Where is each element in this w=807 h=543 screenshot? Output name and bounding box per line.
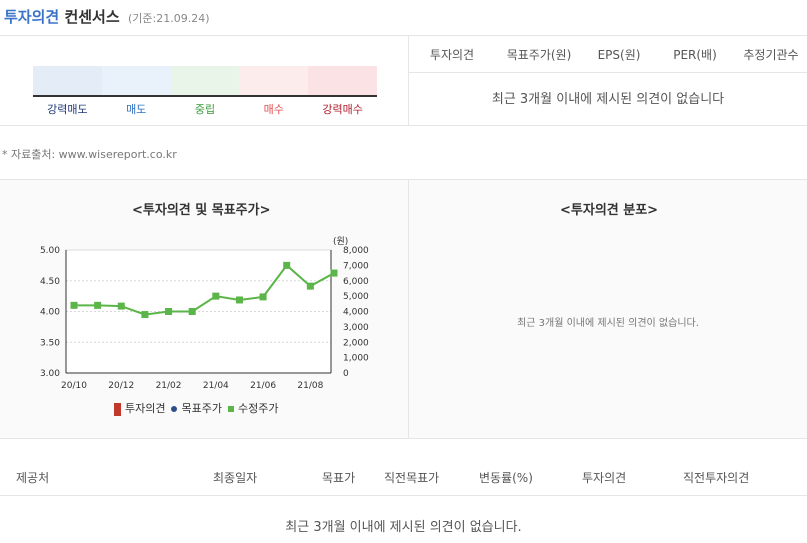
broker-table-empty-message: 최근 3개월 이내에 제시된 의견이 없습니다. xyxy=(285,520,522,535)
legend-swatch-opinion xyxy=(114,402,121,416)
x-tick-label: 21/04 xyxy=(203,381,229,391)
x-tick-label: 20/12 xyxy=(108,381,134,391)
adjusted-price-point xyxy=(94,301,102,309)
y-right-tick-label: 7,000 xyxy=(343,261,369,271)
consensus-table-header: 투자의견 목표주가(원) EPS(원) PER(배) 추정기관수 xyxy=(409,36,807,73)
base-date: (기준:21.09.24) xyxy=(128,12,210,25)
adjusted-price-point xyxy=(235,296,243,304)
distribution-chart-title: <투자의견 분포> xyxy=(560,203,659,218)
column-header: 변동률(%) xyxy=(479,471,533,485)
y-right-tick-label: 3,000 xyxy=(343,323,369,333)
adjusted-price-point xyxy=(330,269,338,277)
column-divider xyxy=(408,180,409,438)
opinion-price-chart: 3.00 3.50 4.00 4.50 5.00 0 1,000 2,000 3,000 4,00… xyxy=(40,236,369,391)
y-right-tick-label: 4,000 xyxy=(343,308,369,318)
y-left-tick-label: 3.50 xyxy=(40,338,60,348)
y-left-tick-label: 5.00 xyxy=(40,246,60,256)
legend-label: 목표주가 xyxy=(181,402,222,415)
gauge-label: 매수 xyxy=(263,103,284,116)
gauge-sell xyxy=(101,66,171,96)
adjusted-price-point xyxy=(141,311,149,319)
charts-panel: <투자의견 및 목표주가> 3.00 3.50 4.00 4.50 5.00 0 1,000… xyxy=(0,179,807,439)
gauge-label: 강력매수 xyxy=(322,103,363,116)
distribution-empty-message: 최근 3개월 이내에 제시된 의견이 없습니다. xyxy=(517,318,699,329)
column-header: 목표주가(원) xyxy=(506,47,572,62)
broker-table-header: 제공처 최종일자 목표가 직전목표가 변동률(%) 투자의견 직전투자의견 xyxy=(0,458,807,496)
section-title-prefix: 투자의견 xyxy=(4,8,60,26)
section-title-suffix: 컨센서스 xyxy=(64,8,120,26)
gauge-neutral xyxy=(170,66,240,96)
adjusted-price-point xyxy=(283,261,291,269)
column-header: 최종일자 xyxy=(213,471,258,485)
chart-legend: 투자의견 목표주가 수정주가 xyxy=(114,400,278,416)
adjusted-price-line xyxy=(74,263,335,316)
column-header: EPS(원) xyxy=(597,47,641,62)
gauge-strong-sell xyxy=(33,66,102,96)
adjusted-price-point xyxy=(70,301,78,309)
y-left-tick-label: 3.00 xyxy=(40,369,60,379)
legend-swatch-adjusted-price xyxy=(227,406,234,412)
column-header: 제공처 xyxy=(16,471,50,485)
adjusted-price-point xyxy=(117,302,125,310)
y-right-tick-label: 5,000 xyxy=(343,292,369,302)
y-right-tick-label: 8,000 xyxy=(343,246,369,256)
x-tick-label: 21/02 xyxy=(156,381,182,391)
y-right-tick-label: 0 xyxy=(343,369,349,379)
y-left-tick-label: 4.50 xyxy=(40,277,60,287)
y-left-tick-label: 4.00 xyxy=(40,308,60,318)
gauge-baseline xyxy=(33,95,377,97)
legend-label: 투자의견 xyxy=(125,402,166,415)
column-header: 직전투자의견 xyxy=(683,471,750,485)
opinion-gauge xyxy=(33,66,377,96)
x-tick-label: 21/08 xyxy=(297,381,323,391)
column-divider xyxy=(408,36,409,126)
adjusted-price-point xyxy=(306,282,314,290)
x-tick-label: 20/10 xyxy=(61,381,87,391)
source-note: * 자료출처: www.wisereport.co.kr xyxy=(2,148,177,161)
column-header: 투자의견 xyxy=(582,471,627,485)
y-right-tick-label: 6,000 xyxy=(343,277,369,287)
adjusted-price-point xyxy=(188,308,196,315)
column-header: PER(배) xyxy=(673,47,717,62)
column-header: 직전목표가 xyxy=(384,471,440,485)
x-tick-label: 21/06 xyxy=(250,381,276,391)
legend-label: 수정주가 xyxy=(237,402,279,415)
y-right-tick-label: 2,000 xyxy=(343,338,369,348)
section-header: 투자의견 컨센서스 (기준:21.09.24) xyxy=(0,0,807,36)
opinion-chart-title: <투자의견 및 목표주가> xyxy=(132,203,271,218)
y-right-unit-label: (원) xyxy=(333,236,348,247)
gauge-buy xyxy=(239,66,309,96)
section-title: 투자의견 컨센서스 xyxy=(4,6,120,27)
gauge-label: 중립 xyxy=(194,103,216,116)
gauge-label: 강력매도 xyxy=(47,103,88,116)
adjusted-price-point xyxy=(165,308,173,315)
consensus-empty-message: 최근 3개월 이내에 제시된 의견이 없습니다 xyxy=(491,92,725,107)
legend-item-target-price: 목표주가 xyxy=(171,400,222,416)
adjusted-price-point xyxy=(212,292,220,300)
column-header: 투자의견 xyxy=(429,47,475,62)
gauge-strong-buy xyxy=(308,66,377,96)
y-right-tick-label: 1,000 xyxy=(343,354,369,364)
legend-item-opinion: 투자의견 xyxy=(114,400,165,416)
gauge-label: 매도 xyxy=(126,103,147,116)
adjusted-price-point xyxy=(259,293,267,301)
column-header: 추정기관수 xyxy=(743,47,799,62)
gauge-labels: 강력매도 매도 중립 매수 강력매수 xyxy=(33,101,377,117)
legend-item-adjusted-price: 수정주가 xyxy=(227,400,279,416)
legend-swatch-target-price xyxy=(171,406,178,412)
consensus-summary: 강력매도 매도 중립 매수 강력매수 투자의견 목표주가(원) EPS(원) P… xyxy=(0,36,807,126)
column-header: 목표가 xyxy=(322,471,356,485)
